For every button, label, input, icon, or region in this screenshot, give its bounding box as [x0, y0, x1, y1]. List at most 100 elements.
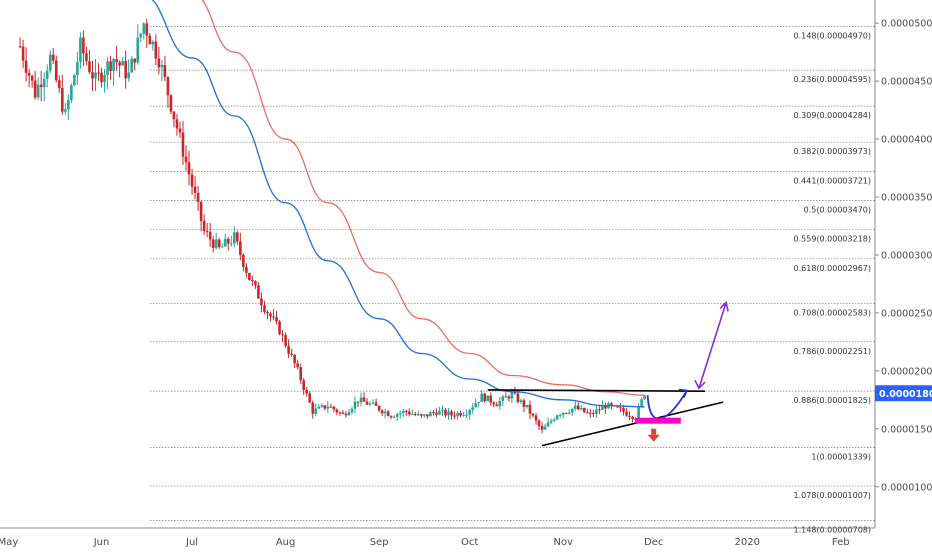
candle-body: [459, 412, 462, 416]
rising-support-line: [541, 401, 724, 447]
resistance-line: [487, 389, 705, 392]
candle-body: [118, 62, 121, 66]
candle-body: [516, 393, 520, 402]
candle-body: [549, 420, 553, 423]
candle-body: [332, 406, 336, 410]
candle-body: [42, 78, 46, 88]
candle-body: [236, 232, 239, 242]
candle-body: [423, 414, 426, 416]
candle-body: [214, 239, 218, 248]
candle-body: [462, 414, 465, 416]
candle-body: [24, 60, 28, 73]
candle-body: [97, 72, 100, 74]
fib-level-label: 1.148(0.00000708): [794, 526, 872, 535]
candle-body: [619, 407, 622, 409]
candle-body: [70, 85, 73, 101]
candle-body: [631, 416, 634, 420]
candle-body: [320, 405, 324, 407]
candle-body: [220, 246, 224, 248]
candle-body: [73, 75, 76, 86]
candle-body: [335, 409, 339, 413]
candle-body: [341, 412, 345, 414]
candle-body: [136, 37, 140, 63]
fib-level-label: 1.078(0.00001007): [794, 491, 872, 500]
candle-body: [365, 401, 369, 405]
candle-body: [245, 266, 248, 273]
candle-body: [420, 414, 423, 416]
x-tick-label: Dec: [644, 537, 663, 548]
candle-body: [622, 407, 625, 412]
candle-body: [232, 232, 236, 244]
candle-body: [513, 392, 517, 394]
fib-level-label: 0.559(0.00003218): [794, 235, 872, 244]
candle-body: [432, 412, 435, 414]
candle-body: [640, 399, 643, 407]
candle-body: [534, 415, 538, 421]
candle-body: [290, 353, 293, 355]
candle-body: [386, 411, 390, 417]
candle-body: [495, 404, 499, 407]
double-arrow-line: [698, 302, 727, 389]
candle-body: [426, 414, 429, 417]
candle-body: [558, 414, 562, 416]
candle-body: [109, 61, 112, 72]
candle-body: [115, 59, 118, 63]
projection-arrowhead: [678, 388, 689, 398]
candle-body: [51, 54, 55, 61]
candle-body: [266, 311, 269, 314]
candle-body: [407, 411, 411, 415]
candle-body: [88, 61, 91, 73]
candle-body: [82, 37, 85, 54]
candle-body: [130, 58, 134, 73]
down-arrow-head: [647, 434, 660, 442]
candle-body: [540, 426, 544, 430]
candle-body: [483, 393, 487, 402]
fib-level-label: 0.708(0.00002583): [794, 308, 872, 317]
candle-body: [546, 422, 550, 427]
fib-level-label: 0.786(0.00002251): [794, 347, 872, 356]
candle-body: [582, 407, 586, 413]
fib-level-label: 0.5(0.00003470): [804, 205, 871, 214]
candle-body: [570, 408, 574, 413]
candle-body: [637, 406, 640, 420]
candle-body: [501, 396, 505, 402]
candle-body: [175, 119, 179, 129]
candle-body: [302, 380, 305, 390]
x-tick-label: Oct: [461, 537, 478, 548]
candlestick-series: [18, 18, 646, 434]
candle-body: [447, 411, 450, 416]
candle-body: [477, 401, 480, 404]
candle-body: [272, 316, 275, 318]
candle-body: [525, 404, 529, 407]
candle-body: [67, 100, 70, 110]
candle-body: [305, 389, 309, 394]
candle-body: [374, 402, 378, 406]
candle-body: [257, 285, 260, 299]
candle-body: [338, 412, 342, 414]
fib-level-label: 0.382(0.00003973): [794, 147, 872, 156]
candle-body: [293, 354, 296, 364]
candle-body: [178, 128, 182, 133]
candle-body: [377, 405, 381, 411]
candle-body: [211, 239, 215, 248]
candle-body: [33, 80, 37, 98]
candle-body: [85, 53, 88, 62]
candle-body: [395, 414, 399, 417]
candle-body: [284, 334, 287, 346]
candle-body: [326, 406, 330, 409]
candle-body: [579, 407, 583, 410]
candle-body: [226, 238, 230, 244]
candle-body: [625, 411, 628, 416]
candle-body: [401, 410, 405, 414]
candle-body: [79, 37, 82, 62]
candle-body: [251, 280, 254, 282]
down-arrow-shaft: [651, 428, 657, 435]
candle-body: [450, 411, 453, 416]
candle-body: [275, 317, 278, 322]
candle-body: [172, 111, 176, 120]
